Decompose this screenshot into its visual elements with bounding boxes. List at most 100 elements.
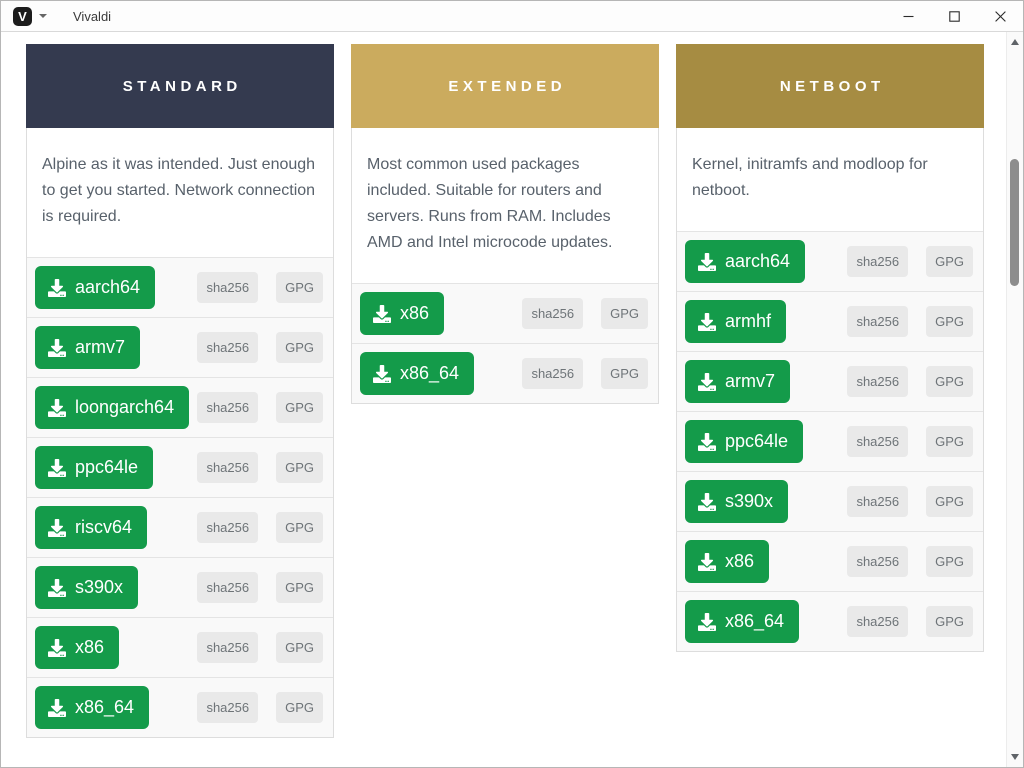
download-arch-button[interactable]: x86_64: [35, 686, 150, 729]
gpg-button[interactable]: GPG: [926, 306, 973, 337]
arch-label: riscv64: [75, 517, 133, 537]
download-icon: [698, 372, 716, 391]
sha256-button[interactable]: sha256: [847, 486, 909, 517]
gpg-button[interactable]: GPG: [601, 298, 648, 329]
gpg-button[interactable]: GPG: [276, 632, 323, 663]
sha256-button[interactable]: sha256: [197, 452, 259, 483]
vertical-scrollbar[interactable]: [1006, 32, 1023, 767]
download-row: x86 sha256 GPG: [677, 531, 983, 591]
download-arch-button[interactable]: s390x: [35, 566, 139, 609]
gpg-button[interactable]: GPG: [276, 392, 323, 423]
download-arch-button[interactable]: ppc64le: [35, 446, 154, 489]
download-icon: [48, 338, 66, 357]
download-row: loongarch64 sha256 GPG: [27, 377, 333, 437]
download-icon: [48, 398, 66, 417]
download-icon: [698, 432, 716, 451]
gpg-button[interactable]: GPG: [926, 366, 973, 397]
vivaldi-menu-button[interactable]: V: [13, 6, 47, 26]
download-icon: [48, 578, 66, 597]
download-arch-button[interactable]: armv7: [35, 326, 141, 369]
gpg-button[interactable]: GPG: [276, 512, 323, 543]
download-icon: [698, 312, 716, 331]
gpg-button[interactable]: GPG: [926, 486, 973, 517]
gpg-button[interactable]: GPG: [276, 692, 323, 723]
gpg-button[interactable]: GPG: [601, 358, 648, 389]
sha256-button[interactable]: sha256: [847, 546, 909, 577]
gpg-button[interactable]: GPG: [276, 272, 323, 303]
card-header: NETBOOT: [676, 44, 984, 128]
gpg-button[interactable]: GPG: [276, 452, 323, 483]
sha256-button[interactable]: sha256: [847, 366, 909, 397]
download-arch-button[interactable]: x86: [35, 626, 120, 669]
arch-label: loongarch64: [75, 397, 175, 417]
download-row: x86_64 sha256 GPG: [677, 591, 983, 651]
sha256-button[interactable]: sha256: [847, 426, 909, 457]
sha256-button[interactable]: sha256: [847, 246, 909, 277]
download-icon: [48, 698, 66, 717]
download-arch-button[interactable]: aarch64: [685, 240, 806, 283]
download-icon: [698, 492, 716, 511]
download-arch-button[interactable]: s390x: [685, 480, 789, 523]
download-arch-button[interactable]: x86: [685, 540, 770, 583]
card-description: Most common used packages included. Suit…: [367, 156, 613, 251]
close-icon: [994, 10, 1006, 22]
sha256-button[interactable]: sha256: [197, 572, 259, 603]
download-arch-button[interactable]: ppc64le: [685, 420, 804, 463]
download-icon: [48, 458, 66, 477]
download-row: x86_64 sha256 GPG: [352, 343, 658, 403]
scroll-down-icon[interactable]: [1011, 754, 1019, 760]
arch-label: s390x: [75, 577, 124, 597]
arch-label: aarch64: [725, 251, 791, 271]
gpg-button[interactable]: GPG: [926, 246, 973, 277]
download-row: x86_64 sha256 GPG: [27, 677, 333, 737]
arch-label: x86: [725, 551, 755, 571]
sha256-button[interactable]: sha256: [522, 298, 584, 329]
arch-label: x86: [400, 303, 430, 323]
download-arch-button[interactable]: armv7: [685, 360, 791, 403]
card-header: STANDARD: [26, 44, 334, 128]
scrollbar-thumb[interactable]: [1010, 159, 1019, 286]
sha256-button[interactable]: sha256: [522, 358, 584, 389]
sha256-button[interactable]: sha256: [197, 392, 259, 423]
gpg-button[interactable]: GPG: [926, 606, 973, 637]
close-button[interactable]: [977, 1, 1023, 31]
arch-label: aarch64: [75, 277, 141, 297]
sha256-button[interactable]: sha256: [197, 692, 259, 723]
download-arch-button[interactable]: armhf: [685, 300, 787, 343]
arch-label: x86_64: [75, 697, 135, 717]
download-arch-button[interactable]: aarch64: [35, 266, 156, 309]
gpg-button[interactable]: GPG: [926, 546, 973, 577]
sha256-button[interactable]: sha256: [197, 512, 259, 543]
download-arch-button[interactable]: x86_64: [685, 600, 800, 643]
arch-label: armv7: [725, 371, 776, 391]
window-title: Vivaldi: [73, 8, 112, 24]
sha256-button[interactable]: sha256: [847, 606, 909, 637]
card-description: Alpine as it was intended. Just enough t…: [42, 156, 316, 225]
page-content: STANDARD Alpine as it was intended. Just…: [1, 32, 1023, 767]
download-arch-button[interactable]: x86: [360, 292, 445, 335]
download-row: armv7 sha256 GPG: [677, 351, 983, 411]
scroll-up-icon[interactable]: [1011, 39, 1019, 45]
card-body: Kernel, initramfs and modloop for netboo…: [676, 128, 984, 652]
card-header: EXTENDED: [351, 44, 659, 128]
maximize-button[interactable]: [931, 1, 977, 31]
gpg-button[interactable]: GPG: [276, 572, 323, 603]
download-row: armhf sha256 GPG: [677, 291, 983, 351]
download-row: aarch64 sha256 GPG: [677, 231, 983, 291]
gpg-button[interactable]: GPG: [926, 426, 973, 457]
download-row: ppc64le sha256 GPG: [27, 437, 333, 497]
minimize-button[interactable]: [885, 1, 931, 31]
download-arch-button[interactable]: x86_64: [360, 352, 475, 395]
sha256-button[interactable]: sha256: [197, 632, 259, 663]
gpg-button[interactable]: GPG: [276, 332, 323, 363]
download-icon: [48, 518, 66, 537]
download-list: aarch64 sha256 GPG armv7 sha256 GPG loon…: [27, 257, 333, 737]
sha256-button[interactable]: sha256: [197, 332, 259, 363]
download-icon: [48, 638, 66, 657]
sha256-button[interactable]: sha256: [847, 306, 909, 337]
arch-label: armhf: [725, 311, 772, 331]
download-card-extended: EXTENDED Most common used packages inclu…: [351, 44, 659, 404]
download-arch-button[interactable]: loongarch64: [35, 386, 190, 429]
sha256-button[interactable]: sha256: [197, 272, 259, 303]
download-arch-button[interactable]: riscv64: [35, 506, 148, 549]
